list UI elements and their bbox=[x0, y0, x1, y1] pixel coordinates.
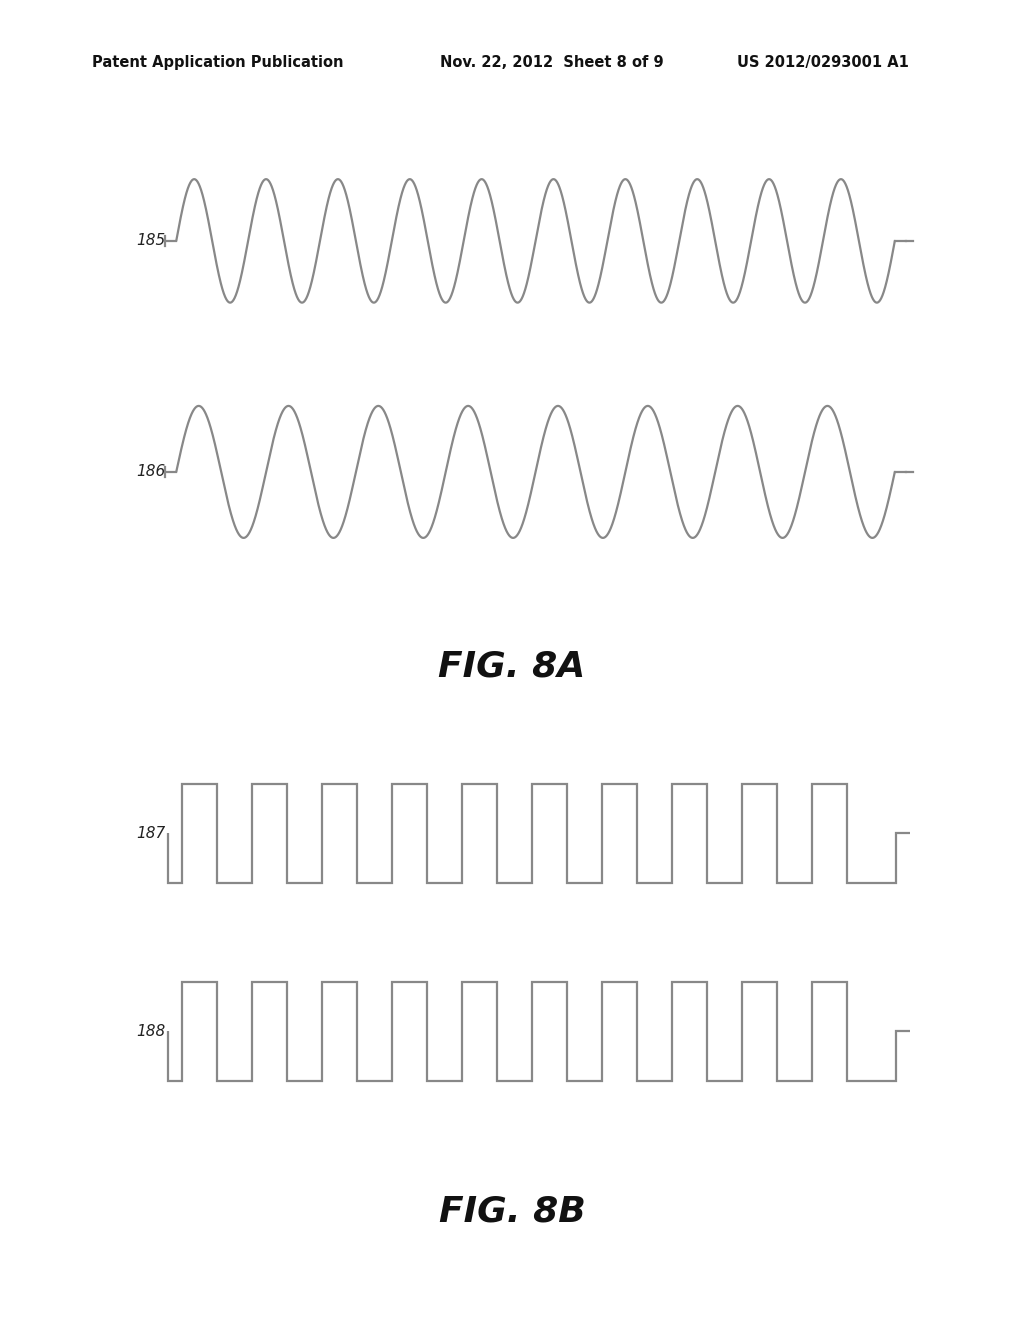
Text: FIG. 8B: FIG. 8B bbox=[438, 1195, 586, 1229]
Text: 188: 188 bbox=[136, 1024, 166, 1039]
Text: 186: 186 bbox=[137, 465, 166, 479]
Text: 185: 185 bbox=[137, 234, 166, 248]
Text: US 2012/0293001 A1: US 2012/0293001 A1 bbox=[737, 55, 909, 70]
Text: 187: 187 bbox=[136, 826, 166, 841]
Text: Nov. 22, 2012  Sheet 8 of 9: Nov. 22, 2012 Sheet 8 of 9 bbox=[440, 55, 664, 70]
Text: Patent Application Publication: Patent Application Publication bbox=[92, 55, 344, 70]
Text: FIG. 8A: FIG. 8A bbox=[438, 649, 586, 684]
